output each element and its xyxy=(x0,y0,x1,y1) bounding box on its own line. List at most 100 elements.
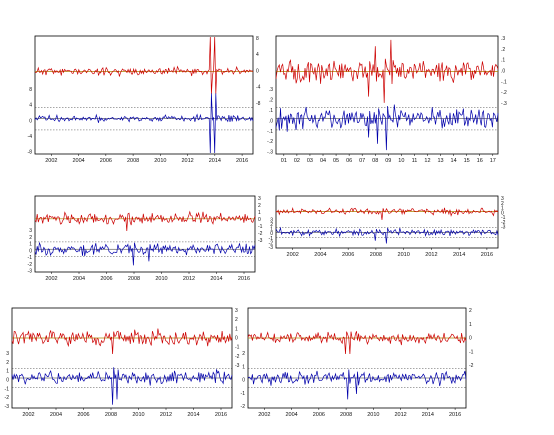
chart5-left-ytick-label: 2 xyxy=(6,360,9,366)
chart2-xtick-label: 04 xyxy=(320,158,326,164)
chart2-right-ytick-label: -.1 xyxy=(501,79,507,85)
chart4-xtick-label: 2016 xyxy=(481,252,493,258)
chart6-right-ytick-label: -1 xyxy=(469,349,474,355)
chart6-left-ytick-label: 2 xyxy=(242,351,245,357)
chart5-right-ytick-label: -2 xyxy=(235,354,240,360)
chart5-left-ytick-label: -1 xyxy=(5,386,10,392)
chart3-left-ytick-label: 3 xyxy=(29,228,32,234)
chart2-left-ytick-label: -.3 xyxy=(267,150,273,156)
chart4-left-ytick-label: 1 xyxy=(270,227,273,233)
chart4-xtick-label: 2002 xyxy=(287,252,299,258)
chart1-left-ytick-label: -4 xyxy=(28,134,33,140)
chart3-xtick-label: 2008 xyxy=(128,276,140,282)
chart5-xtick-label: 2002 xyxy=(22,412,34,418)
chart6-right-ytick-label: -2 xyxy=(469,363,474,369)
chart4-xtick-label: 2008 xyxy=(370,252,382,258)
chart4-xtick-label: 2012 xyxy=(425,252,437,258)
chart5-xtick-label: 2008 xyxy=(105,412,117,418)
chart6-right-ytick-label: 0 xyxy=(469,336,472,342)
chart2-xtick-label: 05 xyxy=(333,158,339,164)
chart2-right-ytick-label: -.2 xyxy=(501,90,507,96)
chart3-upper-series-line xyxy=(34,210,256,232)
chart2-left-ytick-label: .1 xyxy=(269,108,273,114)
chart2-xtick-label: 07 xyxy=(359,158,365,164)
chart2-right-ytick-label: .0 xyxy=(501,68,505,74)
chart5-xtick-label: 2010 xyxy=(132,412,144,418)
chart5-left-ytick-label: -2 xyxy=(5,395,10,401)
chart3-left-ytick-label: 1 xyxy=(29,242,32,248)
chart5-xtick-label: 2016 xyxy=(215,412,227,418)
chart2-xtick-label: 14 xyxy=(451,158,457,164)
chart5-right-ytick-label: -1 xyxy=(235,345,240,351)
chart3-right-ytick-label: -3 xyxy=(258,238,263,244)
chart4-right-ytick-label: 1 xyxy=(501,206,504,212)
chart3-frame xyxy=(34,195,256,273)
chart2-upper-series-line xyxy=(275,39,499,103)
chart1-xtick-label: 2002 xyxy=(45,158,57,164)
chart3-left-ytick-label: -3 xyxy=(28,268,33,274)
chart5-xtick-label: 2014 xyxy=(187,412,199,418)
chart6-right-ytick-label: 2 xyxy=(469,308,472,314)
chart2-xtick-label: 01 xyxy=(281,158,287,164)
chart1-right-ytick-label: 8 xyxy=(256,36,259,42)
chart1-xtick-label: 2016 xyxy=(236,158,248,164)
chart4-right-ytick-label: -1 xyxy=(501,215,506,221)
chart3-left-ytick-label: 2 xyxy=(29,235,32,241)
chart5-left-ytick-label: 0 xyxy=(6,378,9,384)
chart1-upper-series-line xyxy=(34,36,254,95)
chart2-right-ytick-label: .1 xyxy=(501,58,505,64)
chart6-xtick-label: 2002 xyxy=(258,412,270,418)
chart3-right-ytick-label: 2 xyxy=(258,203,261,209)
chart1-frame xyxy=(34,35,254,155)
chart2-right-ytick-label: .2 xyxy=(501,47,505,53)
chart2-left-ytick-label: -.2 xyxy=(267,139,273,145)
chart3-left-ytick-label: -2 xyxy=(28,262,33,268)
chart6-xtick-label: 2006 xyxy=(313,412,325,418)
chart6-xtick-label: 2004 xyxy=(285,412,297,418)
chart5-right-ytick-label: 2 xyxy=(235,317,238,323)
chart2-xtick-label: 16 xyxy=(477,158,483,164)
chart4-right-ytick-label: 3 xyxy=(501,196,504,202)
chart2-xtick-label: 11 xyxy=(412,158,418,164)
chart2-xtick-label: 03 xyxy=(307,158,313,164)
chart3-xtick-label: 2004 xyxy=(73,276,85,282)
chart1-left-ytick-label: -8 xyxy=(28,150,33,156)
chart2-xtick-label: 02 xyxy=(294,158,300,164)
chart2-xtick-label: 12 xyxy=(424,158,430,164)
chart3-right-ytick-label: -1 xyxy=(258,224,263,230)
chart2-xtick-label: 08 xyxy=(372,158,378,164)
chart1-left-ytick-label: 8 xyxy=(29,87,32,93)
chart1-xtick-label: 2008 xyxy=(127,158,139,164)
chart6-xtick-label: 2016 xyxy=(449,412,461,418)
chart4-xtick-label: 2006 xyxy=(342,252,354,258)
chart1-left-ytick-label: 4 xyxy=(29,103,32,109)
chart1-xtick-label: 2014 xyxy=(209,158,221,164)
chart2-xtick-label: 17 xyxy=(490,158,496,164)
chart4-left-ytick-label: -1 xyxy=(269,236,274,242)
chart5-left-ytick-label: 3 xyxy=(6,351,9,357)
chart4-xtick-label: 2010 xyxy=(398,252,410,258)
chart5-right-ytick-label: 3 xyxy=(235,308,238,314)
chart5-left-ytick-label: -3 xyxy=(5,404,10,410)
chart6-lower-series-line xyxy=(247,369,467,400)
chart6-xtick-label: 2012 xyxy=(394,412,406,418)
chart6-right-ytick-label: 1 xyxy=(469,322,472,328)
chart6-left-ytick-label: 1 xyxy=(242,364,245,370)
chart3-left-ytick-label: 0 xyxy=(29,248,32,254)
chart2-xtick-label: 15 xyxy=(464,158,470,164)
chart6-upper-series-line xyxy=(247,331,467,355)
chart3-xtick-label: 2002 xyxy=(45,276,57,282)
chart3-xtick-label: 2006 xyxy=(100,276,112,282)
chart3-xtick-label: 2014 xyxy=(210,276,222,282)
chart4-left-ytick-label: 0 xyxy=(270,231,273,237)
chart4-right-ytick-label: -3 xyxy=(501,225,506,231)
chart5-right-ytick-label: 0 xyxy=(235,336,238,342)
chart2-xtick-label: 09 xyxy=(385,158,391,164)
chart1-xtick-label: 2010 xyxy=(154,158,166,164)
chart4-upper-series-line xyxy=(275,206,499,220)
chart1-right-ytick-label: 0 xyxy=(256,68,259,74)
chart2-left-ytick-label: .0 xyxy=(269,118,273,124)
chart6-left-ytick-label: -2 xyxy=(241,404,246,410)
chart4-right-ytick-label: -2 xyxy=(501,220,506,226)
